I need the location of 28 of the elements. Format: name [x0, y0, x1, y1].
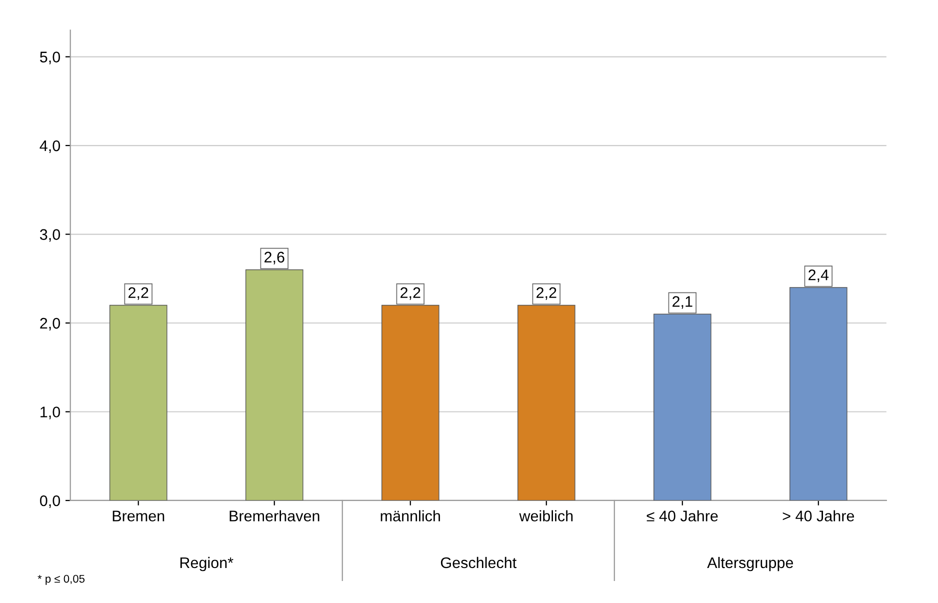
x-tick-label: ≤ 40 Jahre [646, 510, 718, 522]
bar [109, 304, 168, 500]
data-label: 2,2 [536, 287, 556, 300]
y-tick-label: 5,0 [40, 52, 60, 64]
y-tick-label: 2,0 [40, 318, 60, 330]
x-tick-label: weiblich [519, 510, 573, 522]
x-tick-label: männlich [380, 510, 440, 522]
bar [245, 269, 304, 500]
data-label: 2,2 [128, 287, 148, 300]
bar [789, 287, 848, 500]
x-tick-label: Bremerhaven [230, 510, 320, 522]
bar [653, 314, 712, 500]
y-tick-label: 1,0 [40, 406, 60, 420]
data-label: 2,1 [672, 296, 692, 309]
y-tick-label: 4,0 [40, 140, 60, 154]
text: Geschlecht [440, 556, 516, 568]
data-label: 2,6 [264, 252, 284, 264]
y-tick-label: 3,0 [40, 229, 60, 242]
text: Altersgruppe [707, 556, 794, 572]
x-tick-label: > 40 Jahre [782, 510, 854, 522]
text: * p ≤ 0,05 [38, 574, 85, 585]
text: Region* [180, 556, 234, 572]
data-label: 2,2 [400, 287, 420, 300]
data-label: 2,4 [808, 270, 829, 282]
bar [517, 304, 576, 500]
bar [381, 304, 440, 500]
y-tick-label: 0,0 [40, 495, 60, 508]
x-tick-label: Bremen [112, 510, 164, 522]
